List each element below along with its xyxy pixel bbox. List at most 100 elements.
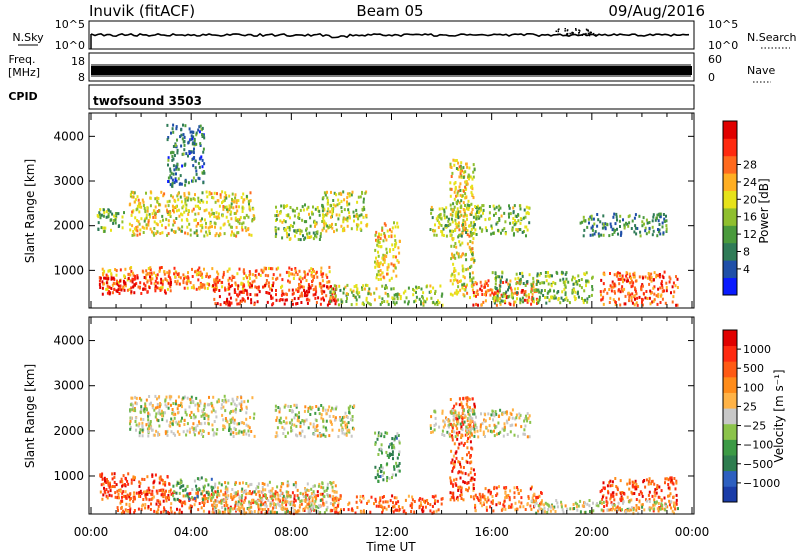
power-cell xyxy=(550,284,553,288)
power-cell xyxy=(649,291,652,295)
velocity-cell xyxy=(302,495,305,499)
velocity-cell xyxy=(161,494,164,498)
power-cell xyxy=(321,209,324,213)
velocity-cell xyxy=(198,477,201,481)
velocity-cell xyxy=(195,488,198,492)
power-cell xyxy=(457,290,460,294)
power-cell xyxy=(459,172,462,176)
power-cell xyxy=(320,270,323,274)
power-cell xyxy=(173,272,176,276)
power-cell xyxy=(631,284,634,288)
velocity-cell xyxy=(266,483,269,487)
power-cell xyxy=(161,214,164,218)
power-cell xyxy=(284,298,287,302)
velocity-cell xyxy=(233,418,236,422)
power-cell xyxy=(149,204,152,208)
power-cell xyxy=(456,292,459,296)
power-cell xyxy=(470,202,473,206)
power-cell xyxy=(107,212,110,216)
power-cell xyxy=(265,291,268,294)
velocity-cell xyxy=(234,407,237,411)
velocity-cell xyxy=(236,395,239,399)
power-cell xyxy=(652,286,655,290)
velocity-cell xyxy=(182,494,185,498)
velocity-cell xyxy=(328,494,331,498)
power-cell xyxy=(455,245,458,249)
power-cell xyxy=(509,302,512,306)
power-cell xyxy=(334,223,337,226)
power-cell xyxy=(367,290,370,294)
power-cell xyxy=(435,233,438,237)
power-cell xyxy=(322,272,325,276)
power-cell xyxy=(465,231,468,234)
power-cell xyxy=(382,239,385,243)
power-cell xyxy=(285,213,288,217)
power-cell xyxy=(314,285,317,289)
power-cell xyxy=(495,276,498,280)
velocity-cell xyxy=(171,422,174,426)
power-cell xyxy=(116,279,118,283)
velocity-cell xyxy=(457,446,460,450)
power-cell xyxy=(358,295,361,299)
velocity-cell xyxy=(184,494,187,498)
velocity-cell xyxy=(292,503,295,506)
power-cell xyxy=(462,214,465,218)
velocity-cell xyxy=(315,425,318,429)
velocity-cell xyxy=(326,505,329,509)
power-cell xyxy=(634,226,637,230)
power-cell xyxy=(296,206,299,210)
velocity-cell xyxy=(221,399,224,403)
velocity-cell xyxy=(143,407,146,411)
power-cell xyxy=(108,285,111,289)
power-cell xyxy=(203,218,206,222)
power-cell xyxy=(504,232,507,236)
power-cell xyxy=(642,284,644,288)
power-cell xyxy=(393,293,396,297)
power-cell xyxy=(107,208,110,212)
power-cell xyxy=(503,211,506,215)
power-cell xyxy=(110,276,113,280)
velocity-cell xyxy=(234,504,237,508)
power-cell xyxy=(241,290,244,294)
power-cell xyxy=(636,303,639,307)
power-cell xyxy=(112,276,115,280)
power-cell xyxy=(131,277,134,281)
power-cell xyxy=(138,286,141,290)
power-cell xyxy=(169,169,172,173)
power-cell xyxy=(129,279,132,283)
power-cell xyxy=(275,232,278,236)
velocity-cell xyxy=(129,427,132,431)
velocity-cell xyxy=(245,482,248,485)
power-cell xyxy=(415,285,418,289)
velocity-cell xyxy=(264,507,267,511)
velocity-cell xyxy=(269,504,272,508)
velocity-cell xyxy=(282,506,285,510)
power-cell xyxy=(352,289,355,293)
power-cell xyxy=(633,294,636,298)
power-cell xyxy=(117,284,120,288)
power-cell xyxy=(334,302,337,306)
power-cell xyxy=(190,134,193,138)
velocity-cell xyxy=(105,494,108,498)
velocity-cell xyxy=(283,427,286,431)
power-cell xyxy=(429,284,432,288)
power-cell xyxy=(301,277,304,281)
velocity-cell xyxy=(214,499,217,503)
power-cell xyxy=(478,206,480,210)
power-cell xyxy=(136,207,139,211)
power-colorbar-tick-label: 16 xyxy=(743,211,757,224)
power-cell xyxy=(644,275,647,279)
power-cell xyxy=(460,204,463,208)
power-cell xyxy=(316,206,319,209)
velocity-cell xyxy=(163,506,165,510)
power-cell xyxy=(434,289,437,293)
velocity-cell xyxy=(397,505,400,509)
velocity-cell xyxy=(214,485,216,489)
power-cell xyxy=(659,286,662,290)
power-cell xyxy=(299,275,302,279)
power-cell xyxy=(318,284,321,288)
power-cell xyxy=(259,274,262,277)
power-cell xyxy=(191,157,194,161)
power-cell xyxy=(470,221,473,225)
power-cell xyxy=(124,284,127,288)
